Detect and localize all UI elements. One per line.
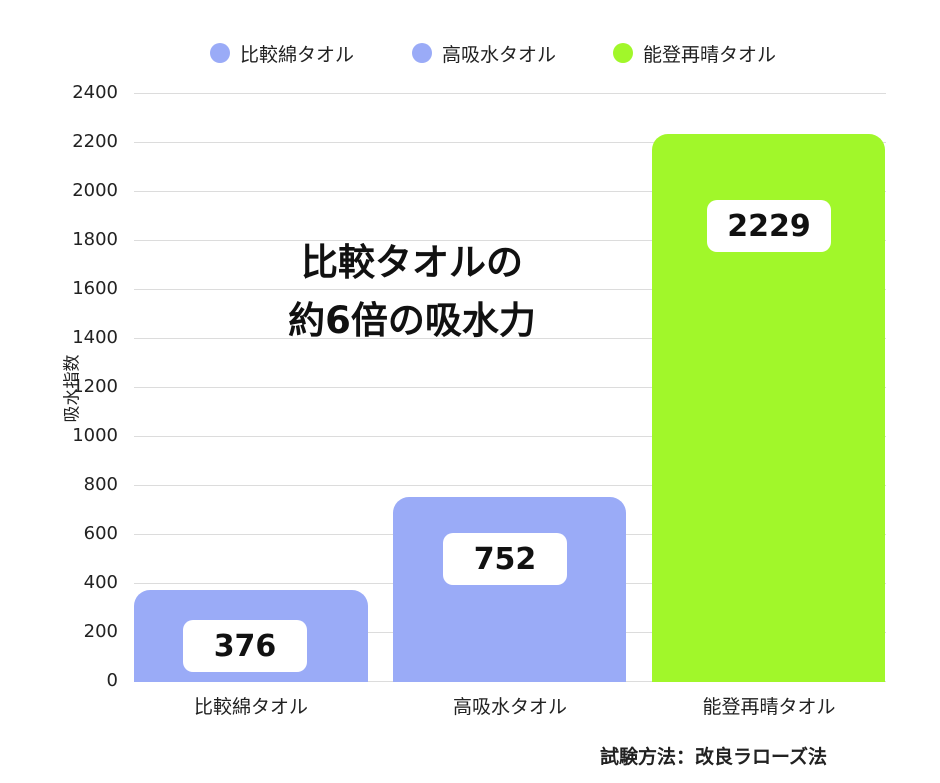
legend-dot-icon (613, 43, 633, 63)
grid-line (134, 338, 886, 339)
legend-item-comparison-cotton: 比較綿タオル (210, 38, 354, 68)
x-tick: 比較綿タオル (193, 696, 308, 718)
grid-line (134, 485, 886, 486)
y-tick: 1800 (72, 229, 118, 250)
y-tick: 400 (83, 572, 118, 593)
legend-label: 高吸水タオル (442, 43, 557, 66)
bar-high-absorbent: 752 (393, 497, 626, 682)
x-tick: 高吸水タオル (452, 696, 567, 718)
y-tick: 800 (83, 474, 118, 495)
bar-noto: 2229 (652, 134, 885, 682)
test-method-footnote: 試験方法：改良ラローズ法 (600, 746, 828, 768)
annotation-line-2: 約6倍の吸水力 (288, 299, 536, 342)
grid-line (134, 436, 886, 437)
grid-line (134, 142, 886, 143)
y-tick: 1600 (72, 278, 118, 299)
legend-label: 比較綿タオル (240, 43, 355, 66)
grid-line (134, 93, 886, 94)
y-tick: 2200 (72, 131, 118, 152)
y-tick: 1400 (72, 327, 118, 348)
y-tick: 600 (83, 523, 118, 544)
value-label: 376 (183, 620, 307, 672)
legend-label: 能登再晴タオル (643, 43, 777, 66)
legend-item-high-absorbent: 高吸水タオル (412, 38, 556, 68)
x-tick: 能登再晴タオル (702, 696, 836, 718)
legend-item-noto: 能登再晴タオル (613, 38, 776, 68)
legend-dot-icon (210, 43, 230, 63)
grid-line (134, 289, 886, 290)
chart-annotation: 比較タオルの 約6倍の吸水力 (232, 234, 592, 350)
legend-dot-icon (412, 43, 432, 63)
y-tick: 1200 (72, 376, 118, 397)
y-tick: 1000 (72, 425, 118, 446)
chart-legend: 比較綿タオル 高吸水タオル 能登再晴タオル (0, 38, 940, 68)
annotation-line-1: 比較タオルの (301, 241, 523, 284)
y-tick: 0 (106, 670, 118, 691)
y-tick: 200 (83, 621, 118, 642)
y-tick: 2000 (72, 180, 118, 201)
grid-line (134, 240, 886, 241)
value-label: 2229 (707, 200, 831, 252)
y-tick: 2400 (72, 82, 118, 103)
value-label: 752 (443, 533, 567, 585)
grid-line (134, 191, 886, 192)
bar-comparison-cotton: 376 (134, 590, 368, 682)
grid-line (134, 387, 886, 388)
